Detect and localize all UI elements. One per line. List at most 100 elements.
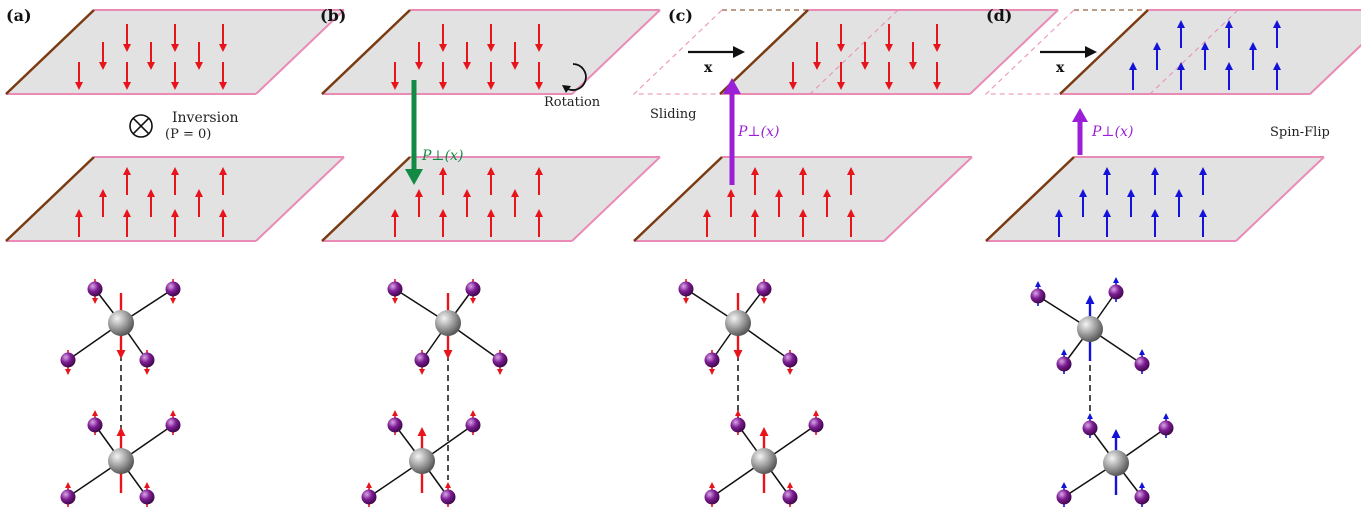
spin-arrow [813, 42, 821, 70]
polarization-label-b: P⊥(x) [421, 148, 463, 164]
spin-arrow [789, 62, 797, 90]
panel-d-top-molecule [1030, 277, 1150, 374]
spin-arrow [1177, 62, 1185, 90]
panel-d-top-spins [1129, 20, 1281, 90]
metal-atom [751, 448, 777, 474]
spins-layer [75, 20, 1281, 237]
metal-atom [1077, 316, 1103, 342]
metal-atom [725, 310, 751, 336]
ligand-atom [387, 281, 403, 297]
spin-arrow [1177, 20, 1185, 48]
panel-c-label: (c) [668, 6, 693, 25]
shift-arrow-c [688, 46, 745, 58]
metal-atom [435, 310, 461, 336]
spin-arrow [171, 24, 179, 52]
ligand-atom [60, 489, 76, 505]
spin-arrow [99, 189, 107, 217]
spin-arrow [511, 42, 519, 70]
spin-arrow [147, 189, 155, 217]
spin-arrow [415, 189, 423, 217]
ligand-atom [1108, 284, 1124, 300]
rotation-icon [562, 63, 587, 93]
panel-b-top-molecule [387, 279, 508, 375]
panel-c-bottom-molecule [704, 410, 824, 507]
ligand-atom [361, 489, 377, 505]
ligand-atom [440, 489, 456, 505]
spin-arrow [439, 62, 447, 90]
ligand-atom [165, 417, 181, 433]
spin-arrow [487, 62, 495, 90]
spin-arrow [171, 167, 179, 195]
panel-c-bottom-plate [633, 156, 973, 242]
plates-layer [5, 9, 1361, 242]
ligand-atom [1134, 356, 1150, 372]
spin-arrow [823, 189, 831, 217]
spin-arrow [487, 167, 495, 195]
ligand-atom [808, 417, 824, 433]
ligand-atom [1082, 420, 1098, 436]
panel-a-top-molecule [60, 279, 181, 375]
spin-arrow [219, 62, 227, 90]
shift-label-d: x [1056, 60, 1065, 76]
spin-arrow [439, 167, 447, 195]
rotation-label: Rotation [544, 95, 601, 110]
polarization-arrow-b [405, 80, 423, 185]
panel-b-bottom-plate [321, 156, 661, 242]
spin-arrow [847, 167, 855, 195]
spin-arrow [439, 24, 447, 52]
spin-arrow [799, 167, 807, 195]
spin-arrow [933, 24, 941, 52]
panel-c-overlap-outline [808, 9, 1060, 95]
ligand-atom [414, 352, 430, 368]
ligand-atom [492, 352, 508, 368]
ligand-atom [1056, 489, 1072, 505]
panel-d-bottom-molecule [1056, 413, 1174, 507]
spin-arrow [775, 189, 783, 217]
spin-arrow [123, 209, 131, 237]
spin-arrow [837, 24, 845, 52]
polarization-label-d: P⊥(x) [1091, 124, 1133, 140]
spin-arrow [1225, 62, 1233, 90]
ligand-atom [678, 281, 694, 297]
panel-d-bottom-plate [985, 156, 1325, 242]
sliding-label: Sliding [650, 107, 696, 122]
spin-arrow [99, 42, 107, 70]
spin-arrow [147, 42, 155, 70]
spin-arrow [195, 189, 203, 217]
spin-arrow [933, 62, 941, 90]
spin-arrow [1153, 42, 1161, 70]
ligand-atom [165, 281, 181, 297]
spin-arrow [799, 209, 807, 237]
metal-atom [1103, 450, 1129, 476]
ligand-atom [1158, 420, 1174, 436]
spin-arrow [837, 62, 845, 90]
spin-arrow [1055, 209, 1063, 237]
spin-arrow [703, 209, 711, 237]
shift-arrow-d [1040, 46, 1097, 58]
spin-arrow [1129, 62, 1137, 90]
panel-d-label: (d) [986, 6, 1012, 25]
spin-arrow [123, 24, 131, 52]
spin-arrow [1079, 189, 1087, 217]
spin-arrow [1201, 42, 1209, 70]
spin-arrow [1199, 209, 1207, 237]
spin-arrow [1225, 20, 1233, 48]
spin-arrow [391, 62, 399, 90]
panel-a-bottom-molecule [60, 410, 181, 507]
ligand-atom [465, 417, 481, 433]
spin-arrow [751, 167, 759, 195]
ligand-atom [756, 281, 772, 297]
ligand-atom [704, 352, 720, 368]
spin-arrow [535, 62, 543, 90]
metal-atom [108, 448, 134, 474]
ligand-atom [60, 352, 76, 368]
polarization-arrow-c [723, 78, 741, 185]
spin-arrow [535, 167, 543, 195]
spin-arrow [1273, 62, 1281, 90]
spin-arrow [171, 209, 179, 237]
inversion-label: Inversion [172, 110, 239, 126]
ligand-atom [1134, 489, 1150, 505]
spin-arrow [909, 42, 917, 70]
spin-arrow [727, 189, 735, 217]
panel-d-bottom-spins [1055, 167, 1207, 237]
